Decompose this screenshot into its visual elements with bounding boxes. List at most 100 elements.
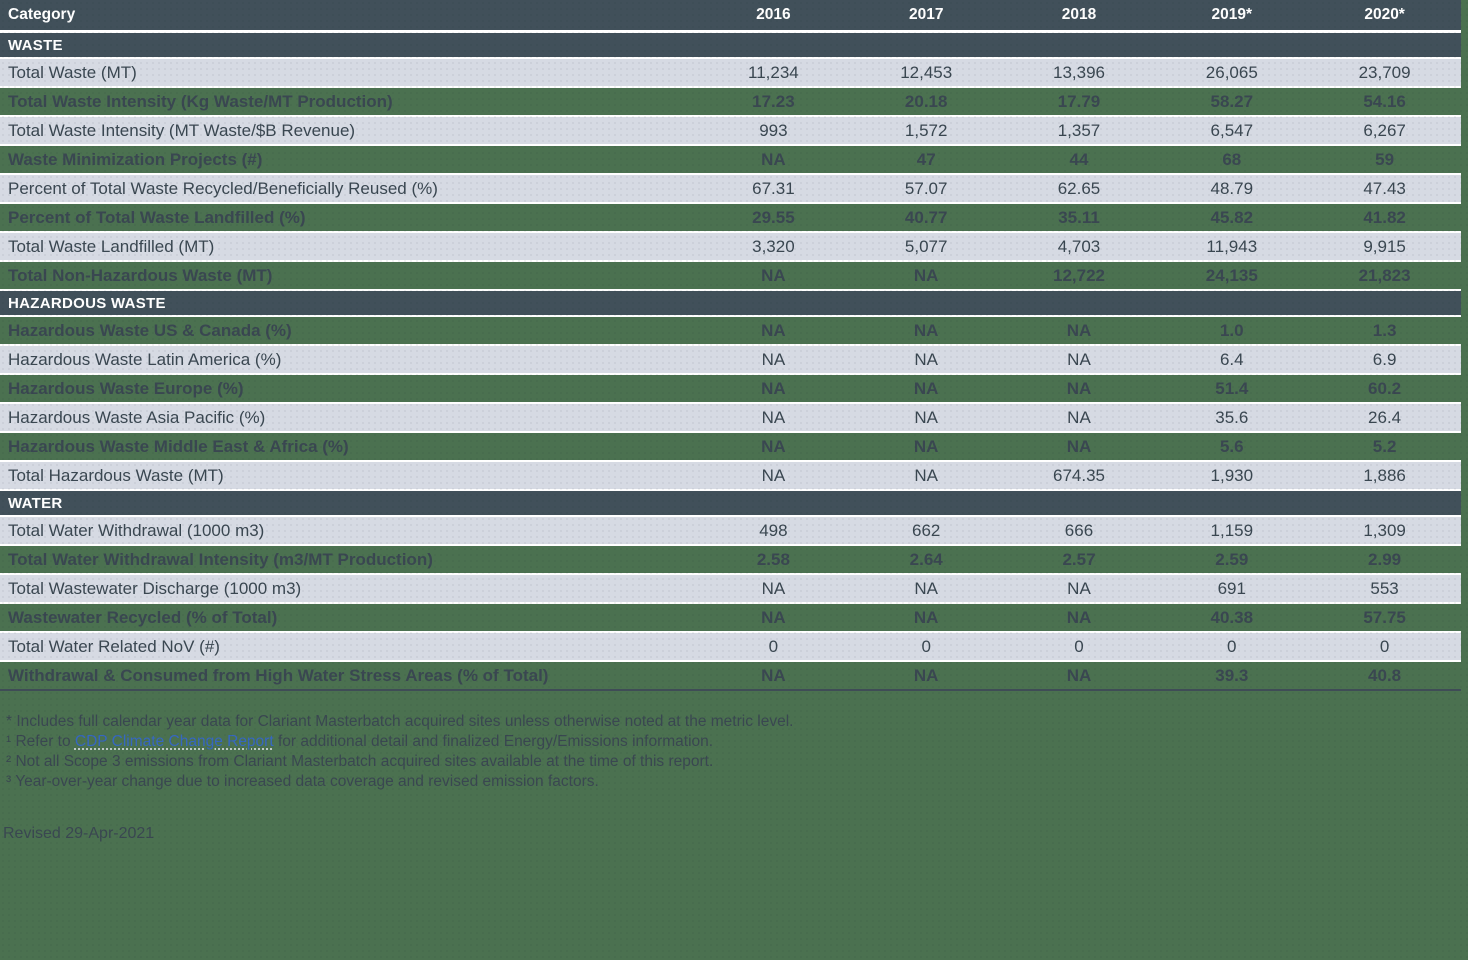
metric-value: 2.64 bbox=[909, 549, 943, 569]
metric-value: 39.3 bbox=[1215, 665, 1249, 685]
table-row: Waste Minimization Projects (#) NA 47 44 68 5… bbox=[0, 146, 1461, 175]
table-row: Total Hazardous Waste (MT) NA NA 674.35 1,93… bbox=[0, 462, 1461, 491]
metric-value: NA bbox=[913, 265, 939, 285]
section-header-waste: WASTE bbox=[0, 33, 1461, 59]
footnote-2: ² Not all Scope 3 emissions from Clarian… bbox=[6, 753, 714, 770]
metric-value: 0 bbox=[1074, 636, 1084, 656]
metric-value: 1,159 bbox=[1210, 520, 1254, 540]
metric-value: 48.79 bbox=[1210, 178, 1254, 198]
metric-label: Total Non-Hazardous Waste (MT) bbox=[8, 265, 273, 285]
metric-value: 60.2 bbox=[1368, 378, 1402, 398]
cdp-report-link[interactable]: CDP Climate Change Report bbox=[74, 733, 274, 750]
metric-value: 662 bbox=[912, 520, 941, 540]
metric-label: Total Waste Landfilled (MT) bbox=[8, 236, 215, 256]
metric-value: 13,396 bbox=[1052, 62, 1105, 82]
metric-label: Waste Minimization Projects (#) bbox=[8, 149, 263, 169]
metric-value: 41.82 bbox=[1363, 207, 1406, 227]
section-header-water: WATER bbox=[0, 491, 1461, 517]
metric-value: NA bbox=[761, 665, 786, 685]
metric-label: Total Water Withdrawal Intensity (m3/MT … bbox=[8, 549, 433, 569]
metric-value: 1,309 bbox=[1363, 520, 1406, 540]
metric-value: 5.2 bbox=[1372, 436, 1397, 456]
table-row: Hazardous Waste Middle East & Africa (%)… bbox=[0, 433, 1461, 462]
metric-value: 51.4 bbox=[1215, 378, 1249, 398]
metric-value: 1,572 bbox=[904, 120, 948, 140]
metric-value: 1,930 bbox=[1210, 465, 1254, 485]
metric-value: NA bbox=[1067, 349, 1091, 369]
metric-value: NA bbox=[913, 665, 939, 685]
metric-value: 6,267 bbox=[1363, 120, 1406, 140]
metric-value: NA bbox=[761, 149, 786, 169]
metric-label: Total Water Withdrawal (1000 m3) bbox=[8, 520, 265, 540]
table-body: WASTE Total Waste (MT) 11,234 12,453 13,396 2… bbox=[0, 33, 1461, 691]
metric-value: 0 bbox=[768, 636, 779, 656]
metric-value: NA bbox=[913, 607, 939, 627]
metric-value: 62.65 bbox=[1057, 178, 1101, 198]
table-row: Total Waste Intensity (MT Waste/$B Reven… bbox=[0, 117, 1461, 146]
metric-value: 1,886 bbox=[1363, 465, 1406, 485]
metric-value: NA bbox=[1066, 320, 1092, 340]
metric-value: 1,357 bbox=[1057, 120, 1101, 140]
metric-value: 57.75 bbox=[1363, 607, 1406, 627]
metric-value: NA bbox=[913, 320, 939, 340]
metric-value: 9,915 bbox=[1363, 236, 1406, 256]
metric-value: 5.6 bbox=[1219, 436, 1244, 456]
metric-label: Total Water Related NoV (#) bbox=[8, 636, 220, 656]
table-row: Total Waste Landfilled (MT) 3,320 5,077 4,7… bbox=[0, 233, 1461, 262]
column-header-year: 2017 bbox=[908, 6, 944, 23]
metric-value: 17.23 bbox=[752, 91, 795, 111]
metric-value: 0 bbox=[1227, 636, 1237, 656]
metric-label: Total Waste Intensity (MT Waste/$B Reven… bbox=[8, 120, 356, 140]
metric-value: 4,703 bbox=[1057, 236, 1101, 256]
metric-value: 21,823 bbox=[1358, 265, 1411, 285]
column-header-year: 2019* bbox=[1211, 6, 1253, 23]
metric-value: NA bbox=[761, 578, 786, 598]
metric-value: NA bbox=[761, 265, 786, 285]
metric-value: 40.77 bbox=[904, 207, 948, 227]
metric-value: NA bbox=[761, 407, 786, 427]
metric-value: 11,234 bbox=[748, 62, 799, 82]
metric-value: 20.18 bbox=[904, 91, 948, 111]
table-row: Total Water Withdrawal Intensity (m3/MT … bbox=[0, 546, 1461, 575]
metric-label: Withdrawal & Consumed from High Water St… bbox=[8, 665, 549, 685]
footnote-1-prefix: ¹ Refer to bbox=[6, 733, 75, 750]
metric-value: 993 bbox=[759, 120, 788, 140]
table-row: Total Water Withdrawal (1000 m3) 498 662 66… bbox=[0, 517, 1461, 546]
footnote-1: ¹ Refer to CDP Climate Change Report for… bbox=[6, 732, 1468, 752]
metric-value: 1.0 bbox=[1219, 320, 1244, 340]
table-row: Total Waste (MT) 11,234 12,453 13,396 26,065… bbox=[0, 59, 1461, 88]
metric-value: 553 bbox=[1370, 578, 1399, 598]
metric-value: 58.27 bbox=[1210, 91, 1254, 111]
metric-value: 45.82 bbox=[1210, 207, 1254, 227]
metric-value: NA bbox=[914, 578, 938, 598]
metric-label: Wastewater Recycled (% of Total) bbox=[8, 607, 278, 627]
metric-value: 1.3 bbox=[1372, 320, 1397, 340]
column-header-year: 2016 bbox=[756, 6, 791, 23]
metric-value: NA bbox=[1067, 407, 1091, 427]
metric-value: 57.07 bbox=[904, 178, 948, 198]
table-row: Hazardous Waste US & Canada (%) NA NA NA 1.0… bbox=[0, 317, 1461, 346]
table-row: Total Wastewater Discharge (1000 m3) NA NA… bbox=[0, 575, 1461, 604]
metric-value: NA bbox=[914, 407, 938, 427]
metric-value: NA bbox=[761, 436, 786, 456]
metric-value: 26,065 bbox=[1205, 62, 1258, 82]
metric-value: 3,320 bbox=[752, 236, 795, 256]
metric-value: 40.38 bbox=[1210, 607, 1254, 627]
column-header-category: Category bbox=[8, 6, 76, 23]
metric-value: 674.35 bbox=[1052, 465, 1105, 485]
metric-value: 11,943 bbox=[1206, 236, 1258, 256]
metric-value: 59 bbox=[1375, 149, 1395, 169]
metric-label: Total Wastewater Discharge (1000 m3) bbox=[8, 578, 302, 598]
metric-value: 54.16 bbox=[1363, 91, 1406, 111]
metric-value: 67.31 bbox=[752, 178, 795, 198]
table-header-row: Category 2016 2017 2018 2019* 2020* bbox=[0, 0, 1461, 33]
metric-label: Hazardous Waste Latin America (%) bbox=[8, 349, 282, 369]
metric-value: 12,453 bbox=[900, 62, 953, 82]
metric-value: 35.11 bbox=[1058, 207, 1100, 227]
metric-value: NA bbox=[761, 607, 786, 627]
metric-label: Hazardous Waste Asia Pacific (%) bbox=[8, 407, 266, 427]
metric-value: 6,547 bbox=[1210, 120, 1254, 140]
revised-date: Revised 29-Apr-2021 bbox=[3, 825, 155, 842]
table-row: Total Non-Hazardous Waste (MT) NA NA 12,722… bbox=[0, 262, 1461, 291]
footnote-3: ³ Year-over-year change due to increased… bbox=[6, 773, 599, 790]
